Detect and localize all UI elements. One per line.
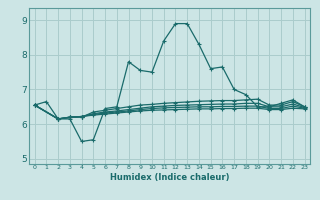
X-axis label: Humidex (Indice chaleur): Humidex (Indice chaleur) [110, 173, 229, 182]
